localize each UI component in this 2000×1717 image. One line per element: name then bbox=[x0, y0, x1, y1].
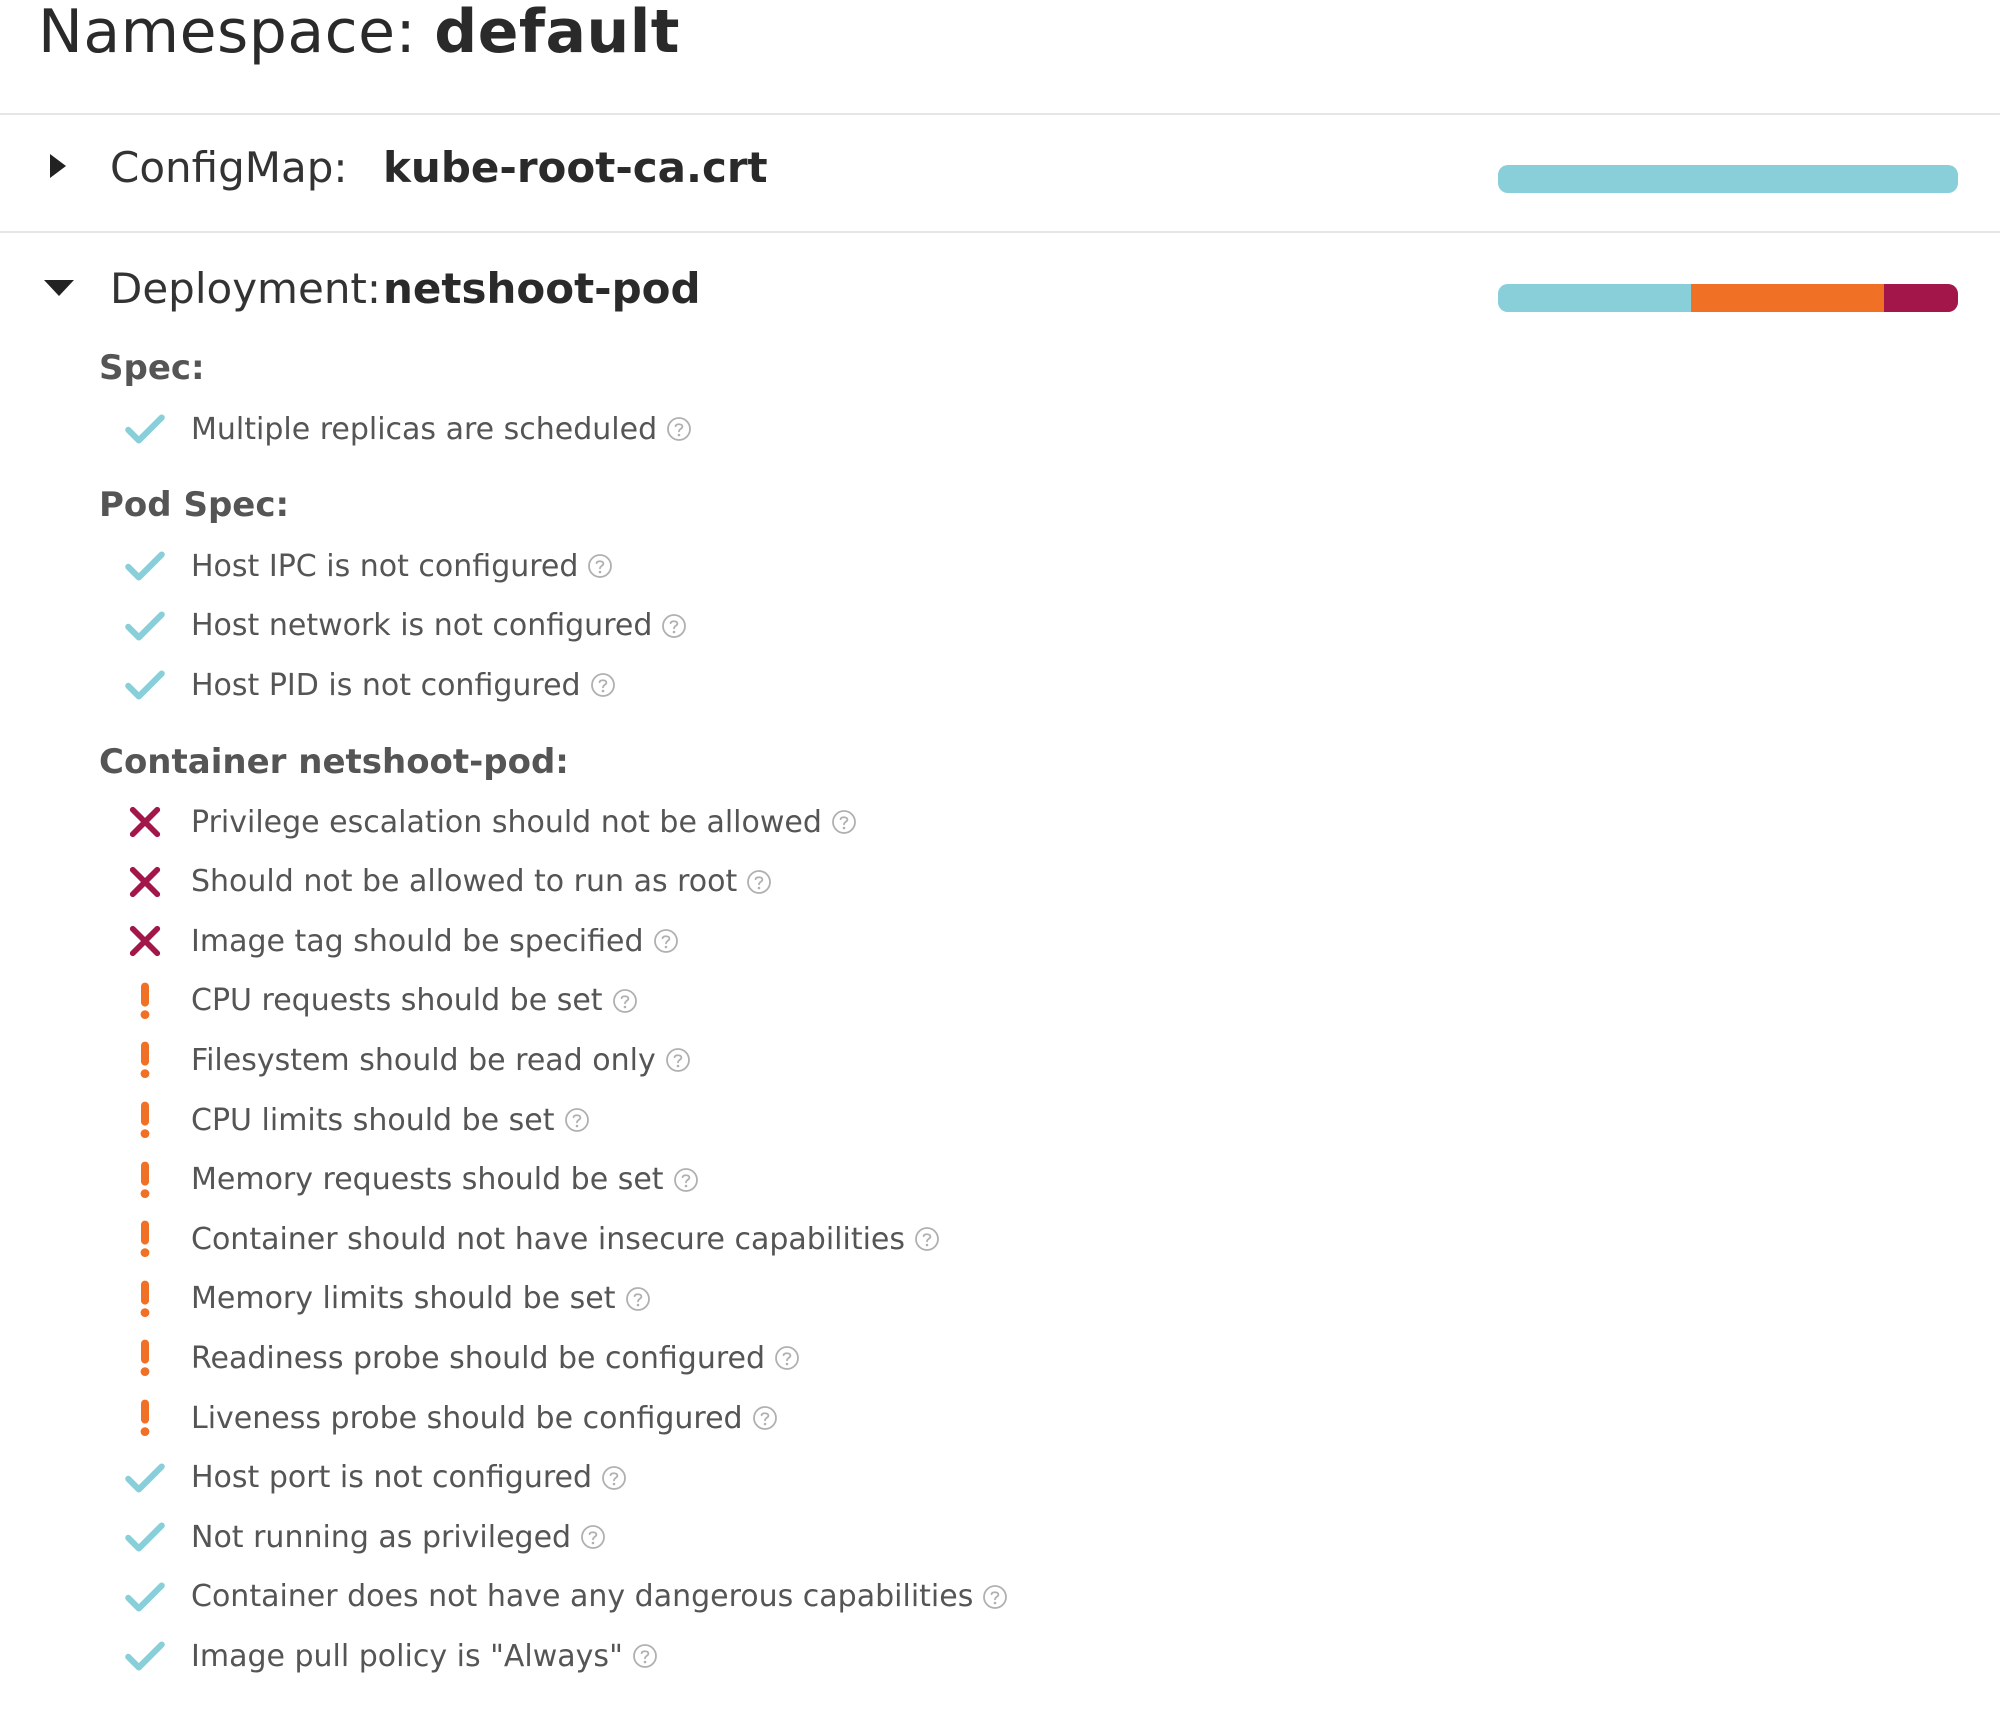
check-item: Image tag should be specified bbox=[120, 916, 679, 966]
exclamation-icon bbox=[120, 1095, 170, 1145]
check-label: Privilege escalation should not be allow… bbox=[191, 804, 822, 840]
section-title-pod-spec: Pod Spec: bbox=[99, 485, 290, 525]
question-circle-icon[interactable] bbox=[653, 928, 679, 954]
check-label: Liveness probe should be configured bbox=[191, 1400, 743, 1436]
check-item: Container does not have any dangerous ca… bbox=[120, 1572, 1008, 1622]
check-label: CPU limits should be set bbox=[191, 1102, 555, 1138]
question-circle-icon[interactable] bbox=[982, 1584, 1008, 1610]
score-bar bbox=[1498, 165, 1958, 193]
check-item: Image pull policy is "Always" bbox=[120, 1631, 658, 1681]
question-circle-icon[interactable] bbox=[774, 1345, 800, 1371]
check-item: Multiple replicas are scheduled bbox=[120, 404, 692, 454]
check-item: Privilege escalation should not be allow… bbox=[120, 797, 857, 847]
check-item: Memory requests should be set bbox=[120, 1155, 699, 1205]
score-bar-pass-segment bbox=[1498, 165, 1958, 193]
check-label: Should not be allowed to run as root bbox=[191, 864, 738, 900]
question-circle-icon[interactable] bbox=[632, 1643, 658, 1669]
check-item: Should not be allowed to run as root bbox=[120, 857, 772, 907]
x-icon bbox=[120, 857, 170, 907]
question-circle-icon[interactable] bbox=[590, 672, 616, 698]
check-icon bbox=[120, 1453, 170, 1503]
score-bar-danger-segment bbox=[1884, 284, 1958, 312]
check-item: Liveness probe should be configured bbox=[120, 1393, 778, 1443]
check-label: Image pull policy is "Always" bbox=[191, 1638, 623, 1674]
check-icon bbox=[120, 1512, 170, 1562]
check-icon bbox=[120, 601, 170, 651]
question-circle-icon[interactable] bbox=[914, 1226, 940, 1252]
resource-row-deployment[interactable]: Deployment: netshoot-pod bbox=[0, 244, 2000, 334]
check-item: Memory limits should be set bbox=[120, 1274, 651, 1324]
exclamation-icon bbox=[120, 1274, 170, 1324]
exclamation-icon bbox=[120, 1333, 170, 1383]
check-label: Host PID is not configured bbox=[191, 667, 581, 703]
question-circle-icon[interactable] bbox=[661, 613, 687, 639]
exclamation-icon bbox=[120, 1155, 170, 1205]
check-label: Container does not have any dangerous ca… bbox=[191, 1579, 974, 1615]
exclamation-icon bbox=[120, 976, 170, 1026]
section-title-spec: Spec: bbox=[99, 348, 205, 388]
question-circle-icon[interactable] bbox=[601, 1465, 627, 1491]
x-icon bbox=[120, 916, 170, 966]
check-label: Memory requests should be set bbox=[191, 1162, 664, 1198]
check-item: CPU requests should be set bbox=[120, 976, 638, 1026]
check-label: Host network is not configured bbox=[191, 608, 653, 644]
question-circle-icon[interactable] bbox=[665, 1047, 691, 1073]
check-label: Not running as privileged bbox=[191, 1519, 572, 1555]
question-circle-icon[interactable] bbox=[673, 1167, 699, 1193]
check-label: CPU requests should be set bbox=[191, 983, 603, 1019]
check-icon bbox=[120, 404, 170, 454]
resource-kind: ConfigMap: bbox=[110, 143, 348, 192]
section-title-container: Container netshoot-pod: bbox=[99, 742, 569, 782]
score-bar-warning-segment bbox=[1691, 284, 1885, 312]
check-label: Filesystem should be read only bbox=[191, 1042, 656, 1078]
question-circle-icon[interactable] bbox=[580, 1524, 606, 1550]
check-item: Not running as privileged bbox=[120, 1512, 606, 1562]
namespace-label: Namespace: bbox=[38, 0, 417, 67]
check-label: Image tag should be specified bbox=[191, 923, 644, 959]
question-circle-icon[interactable] bbox=[587, 553, 613, 579]
header-divider bbox=[0, 113, 2000, 115]
check-item: Host IPC is not configured bbox=[120, 541, 613, 591]
check-item: CPU limits should be set bbox=[120, 1095, 590, 1145]
check-item: Host port is not configured bbox=[120, 1453, 627, 1503]
check-label: Container should not have insecure capab… bbox=[191, 1221, 906, 1257]
caret-down-icon bbox=[44, 280, 74, 296]
score-bar-pass-segment bbox=[1498, 284, 1692, 312]
resource-name: kube-root-ca.crt bbox=[383, 143, 768, 192]
check-item: Readiness probe should be configured bbox=[120, 1333, 800, 1383]
question-circle-icon[interactable] bbox=[831, 809, 857, 835]
question-circle-icon[interactable] bbox=[746, 869, 772, 895]
check-label: Memory limits should be set bbox=[191, 1281, 616, 1317]
check-icon bbox=[120, 1572, 170, 1622]
caret-right-icon bbox=[50, 154, 66, 178]
check-item: Container should not have insecure capab… bbox=[120, 1214, 940, 1264]
check-item: Filesystem should be read only bbox=[120, 1035, 691, 1085]
namespace-header: Namespace: default bbox=[38, 0, 680, 72]
check-label: Host port is not configured bbox=[191, 1460, 593, 1496]
question-circle-icon[interactable] bbox=[612, 988, 638, 1014]
check-item: Host PID is not configured bbox=[120, 660, 616, 710]
check-icon bbox=[120, 660, 170, 710]
score-bar bbox=[1498, 284, 1958, 312]
check-icon bbox=[120, 541, 170, 591]
check-label: Host IPC is not configured bbox=[191, 548, 579, 584]
resource-name: netshoot-pod bbox=[383, 264, 701, 313]
question-circle-icon[interactable] bbox=[752, 1405, 778, 1431]
check-label: Multiple replicas are scheduled bbox=[191, 411, 658, 447]
resource-divider bbox=[0, 231, 2000, 233]
question-circle-icon[interactable] bbox=[564, 1107, 590, 1133]
question-circle-icon[interactable] bbox=[666, 416, 692, 442]
check-item: Host network is not configured bbox=[120, 601, 687, 651]
check-icon bbox=[120, 1631, 170, 1681]
resource-row-configmap[interactable]: ConfigMap: kube-root-ca.crt bbox=[0, 125, 2000, 215]
resource-kind: Deployment: bbox=[110, 264, 382, 313]
x-icon bbox=[120, 797, 170, 847]
exclamation-icon bbox=[120, 1214, 170, 1264]
namespace-name: default bbox=[434, 0, 680, 67]
exclamation-icon bbox=[120, 1035, 170, 1085]
question-circle-icon[interactable] bbox=[625, 1286, 651, 1312]
exclamation-icon bbox=[120, 1393, 170, 1443]
check-label: Readiness probe should be configured bbox=[191, 1340, 766, 1376]
